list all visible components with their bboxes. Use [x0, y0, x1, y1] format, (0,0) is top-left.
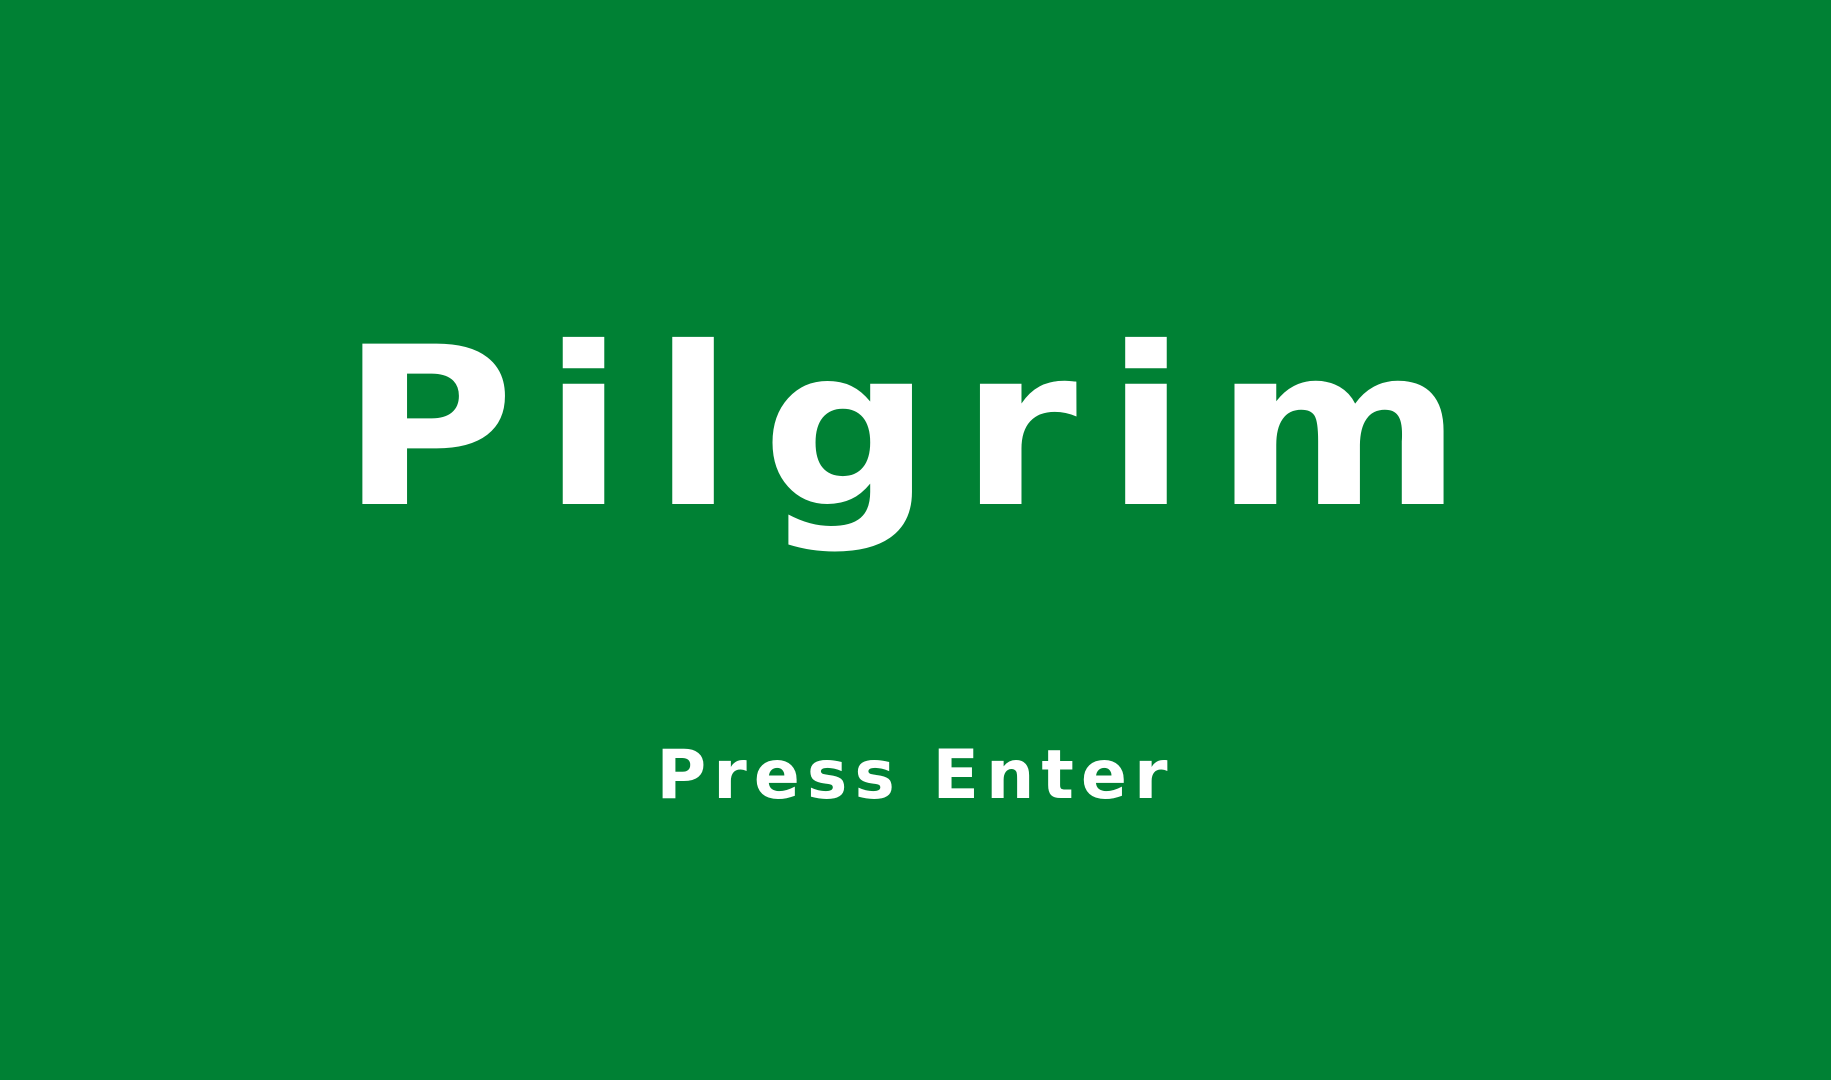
press-enter-prompt[interactable]: Press Enter	[656, 736, 1175, 815]
game-title: Pilgrim	[340, 300, 1491, 556]
